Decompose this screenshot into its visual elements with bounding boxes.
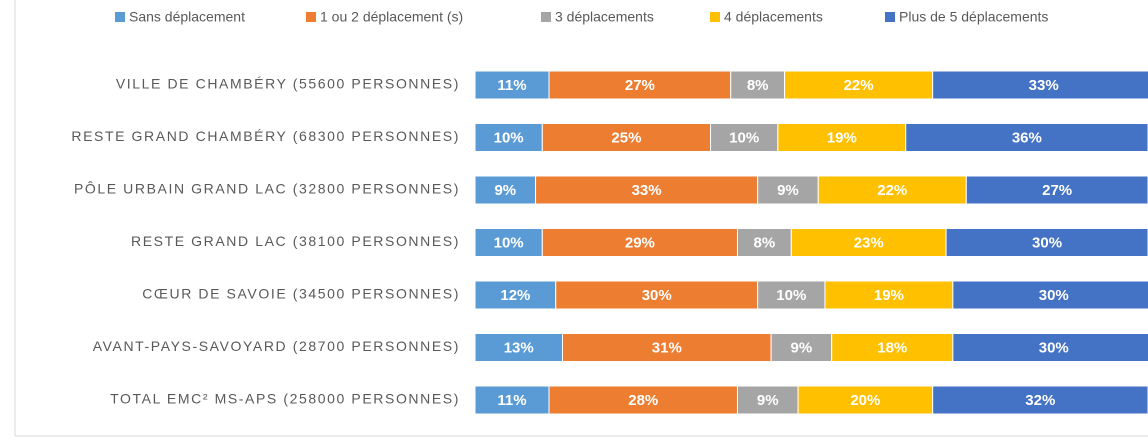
bar-segment bbox=[535, 175, 759, 205]
legend-label: 4 déplacements bbox=[724, 9, 823, 25]
bar-segment bbox=[817, 175, 967, 205]
data-label: 10% bbox=[729, 129, 759, 146]
bar-segment bbox=[770, 333, 833, 362]
data-label: 9% bbox=[791, 339, 813, 356]
bar-segment bbox=[548, 70, 732, 100]
legend-label: 1 ou 2 déplacement (s) bbox=[320, 9, 463, 25]
data-label: 33% bbox=[1029, 77, 1059, 94]
data-label: 36% bbox=[1012, 129, 1042, 146]
data-label: 31% bbox=[652, 339, 682, 356]
data-label: 9% bbox=[777, 182, 799, 199]
data-label: 19% bbox=[874, 287, 904, 304]
data-label: 10% bbox=[494, 234, 524, 251]
bar-segment bbox=[474, 123, 543, 152]
data-label: 27% bbox=[625, 77, 655, 94]
data-label: 25% bbox=[611, 129, 641, 146]
category-label: RESTE GRAND CHAMBÉRY (68300 PERSONNES) bbox=[71, 128, 460, 144]
data-label: 30% bbox=[1032, 234, 1062, 251]
data-label: 10% bbox=[494, 129, 524, 146]
bar-segment bbox=[710, 123, 779, 152]
bar-segment bbox=[474, 333, 563, 362]
bar-segment bbox=[790, 228, 947, 257]
bar-segment bbox=[965, 175, 1148, 205]
bar-segment bbox=[561, 333, 772, 362]
data-label: 9% bbox=[494, 182, 516, 199]
legend-swatch bbox=[710, 12, 720, 22]
bar-segment bbox=[777, 123, 907, 152]
data-label: 10% bbox=[776, 287, 806, 304]
data-label: 30% bbox=[1039, 339, 1069, 356]
bar-segment bbox=[905, 123, 1148, 152]
bar-segment bbox=[797, 385, 934, 415]
category-label: VILLE DE CHAMBÉRY (55600 PERSONNES) bbox=[116, 76, 460, 92]
legend-label: Plus de 5 déplacements bbox=[899, 9, 1048, 25]
data-label: 22% bbox=[877, 182, 907, 199]
data-label: 23% bbox=[854, 234, 884, 251]
legend-swatch bbox=[306, 12, 316, 22]
data-label: 29% bbox=[625, 234, 655, 251]
data-label: 18% bbox=[877, 339, 907, 356]
bar-segment bbox=[736, 385, 799, 415]
bar-segment bbox=[736, 228, 792, 257]
legend-swatch bbox=[115, 12, 125, 22]
category-label: AVANT-PAYS-SAVOYARD (28700 PERSONNES) bbox=[93, 338, 460, 354]
data-label: 12% bbox=[500, 287, 530, 304]
legend-swatch bbox=[541, 12, 551, 22]
bar-segment bbox=[824, 280, 954, 310]
data-label: 33% bbox=[632, 182, 662, 199]
data-label: 28% bbox=[628, 392, 658, 409]
bar-segment bbox=[932, 70, 1148, 100]
bar-segment bbox=[474, 175, 537, 205]
data-label: 20% bbox=[850, 392, 880, 409]
data-label: 11% bbox=[497, 77, 526, 94]
bar-segment bbox=[757, 175, 819, 205]
bar-segment bbox=[548, 385, 738, 415]
legend-swatch bbox=[885, 12, 895, 22]
category-label: RESTE GRAND LAC (38100 PERSONNES) bbox=[131, 233, 460, 249]
data-label: 8% bbox=[747, 77, 769, 94]
data-label: 9% bbox=[757, 392, 779, 409]
data-label: 30% bbox=[642, 287, 672, 304]
category-label: CŒUR DE SAVOIE (34500 PERSONNES) bbox=[142, 286, 460, 302]
data-label: 11% bbox=[497, 392, 526, 409]
data-label: 30% bbox=[1039, 287, 1069, 304]
legend-label: Sans déplacement bbox=[129, 9, 245, 25]
category-label: PÔLE URBAIN GRAND LAC (32800 PERSONNES) bbox=[74, 181, 460, 197]
bar-segment bbox=[730, 70, 786, 100]
bar-segment bbox=[831, 333, 954, 362]
bar-segment bbox=[784, 70, 934, 100]
data-label: 22% bbox=[844, 77, 874, 94]
data-label: 19% bbox=[827, 129, 857, 146]
category-label: TOTAL EMC² MS-APS (258000 PERSONNES) bbox=[110, 391, 460, 407]
data-label: 27% bbox=[1042, 182, 1072, 199]
bar-segment bbox=[555, 280, 759, 310]
legend-label: 3 déplacements bbox=[555, 9, 654, 25]
bar-segment bbox=[541, 123, 712, 152]
bar-segment bbox=[952, 333, 1148, 362]
data-label: 13% bbox=[504, 339, 534, 356]
data-label: 32% bbox=[1025, 392, 1055, 409]
data-label: 8% bbox=[754, 234, 776, 251]
bar-segment bbox=[952, 280, 1148, 310]
bar-segment bbox=[932, 385, 1148, 415]
